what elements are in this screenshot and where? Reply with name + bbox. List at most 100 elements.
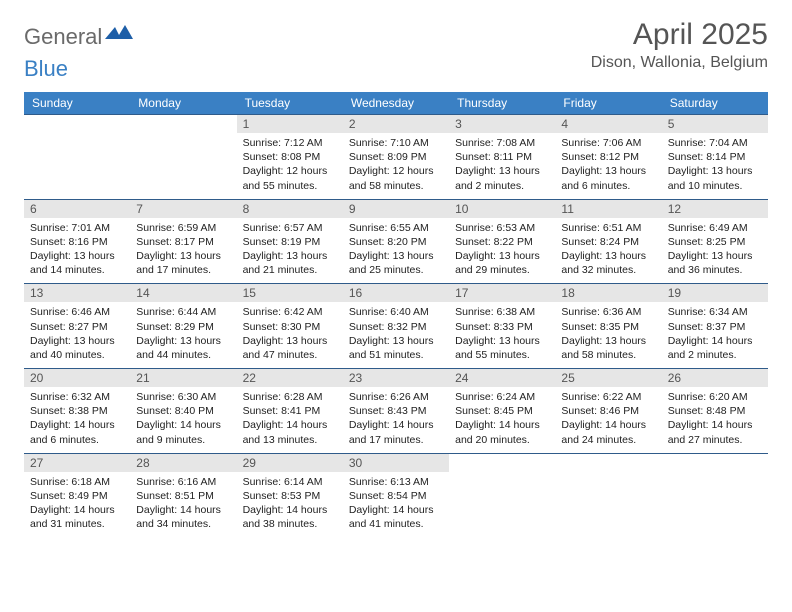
calendar-day-cell: 2Sunrise: 7:10 AMSunset: 8:09 PMDaylight… [343,115,449,199]
day-number: 14 [130,284,236,302]
sunset-text: Sunset: 8:29 PM [136,320,230,334]
day-number: 24 [449,369,555,387]
sunrise-text: Sunrise: 6:38 AM [455,305,549,319]
sunset-text: Sunset: 8:51 PM [136,489,230,503]
calendar-week-row: 20Sunrise: 6:32 AMSunset: 8:38 PMDayligh… [24,368,768,453]
daylight-text: Daylight: 14 hours and 6 minutes. [30,418,124,446]
day-number: 12 [662,200,768,218]
logo-wave-icon [105,25,133,48]
day-number: 15 [237,284,343,302]
calendar-day-cell [555,454,661,538]
daylight-text: Daylight: 14 hours and 20 minutes. [455,418,549,446]
daylight-text: Daylight: 14 hours and 17 minutes. [349,418,443,446]
day-number: 10 [449,200,555,218]
daylight-text: Daylight: 14 hours and 34 minutes. [136,503,230,531]
day-details: Sunrise: 6:57 AMSunset: 8:19 PMDaylight:… [237,218,343,284]
day-details: Sunrise: 6:22 AMSunset: 8:46 PMDaylight:… [555,387,661,453]
calendar-day-cell: 10Sunrise: 6:53 AMSunset: 8:22 PMDayligh… [449,200,555,284]
day-details: Sunrise: 6:26 AMSunset: 8:43 PMDaylight:… [343,387,449,453]
day-number: 20 [24,369,130,387]
sunrise-text: Sunrise: 6:16 AM [136,475,230,489]
sunset-text: Sunset: 8:12 PM [561,150,655,164]
day-number: 29 [237,454,343,472]
day-details: Sunrise: 6:20 AMSunset: 8:48 PMDaylight:… [662,387,768,453]
calendar-day-cell [662,454,768,538]
calendar-day-cell: 16Sunrise: 6:40 AMSunset: 8:32 PMDayligh… [343,284,449,368]
sunset-text: Sunset: 8:33 PM [455,320,549,334]
day-details: Sunrise: 6:44 AMSunset: 8:29 PMDaylight:… [130,302,236,368]
day-number: 30 [343,454,449,472]
calendar-day-cell: 30Sunrise: 6:13 AMSunset: 8:54 PMDayligh… [343,454,449,538]
sunrise-text: Sunrise: 6:13 AM [349,475,443,489]
daylight-text: Daylight: 12 hours and 58 minutes. [349,164,443,192]
sunrise-text: Sunrise: 7:12 AM [243,136,337,150]
calendar-day-cell: 17Sunrise: 6:38 AMSunset: 8:33 PMDayligh… [449,284,555,368]
sunrise-text: Sunrise: 6:53 AM [455,221,549,235]
calendar-day-cell: 3Sunrise: 7:08 AMSunset: 8:11 PMDaylight… [449,115,555,199]
sunset-text: Sunset: 8:41 PM [243,404,337,418]
day-details: Sunrise: 6:55 AMSunset: 8:20 PMDaylight:… [343,218,449,284]
calendar-day-cell [449,454,555,538]
sunrise-text: Sunrise: 6:24 AM [455,390,549,404]
day-details: Sunrise: 6:28 AMSunset: 8:41 PMDaylight:… [237,387,343,453]
day-details: Sunrise: 6:24 AMSunset: 8:45 PMDaylight:… [449,387,555,453]
sunset-text: Sunset: 8:48 PM [668,404,762,418]
sunrise-text: Sunrise: 6:44 AM [136,305,230,319]
sunrise-text: Sunrise: 6:49 AM [668,221,762,235]
day-details: Sunrise: 6:40 AMSunset: 8:32 PMDaylight:… [343,302,449,368]
day-header: Saturday [662,92,768,114]
sunrise-text: Sunrise: 6:46 AM [30,305,124,319]
daylight-text: Daylight: 13 hours and 10 minutes. [668,164,762,192]
day-header: Sunday [24,92,130,114]
sunset-text: Sunset: 8:14 PM [668,150,762,164]
day-number: 8 [237,200,343,218]
location-subtitle: Dison, Wallonia, Belgium [591,54,768,72]
day-number: 9 [343,200,449,218]
calendar-day-cell: 22Sunrise: 6:28 AMSunset: 8:41 PMDayligh… [237,369,343,453]
sunrise-text: Sunrise: 6:34 AM [668,305,762,319]
calendar-page: General April 2025 Dison, Wallonia, Belg… [0,0,792,555]
day-details: Sunrise: 7:06 AMSunset: 8:12 PMDaylight:… [555,133,661,199]
sunrise-text: Sunrise: 7:01 AM [30,221,124,235]
calendar-day-cell: 1Sunrise: 7:12 AMSunset: 8:08 PMDaylight… [237,115,343,199]
day-number: 23 [343,369,449,387]
sunrise-text: Sunrise: 6:40 AM [349,305,443,319]
day-details: Sunrise: 6:59 AMSunset: 8:17 PMDaylight:… [130,218,236,284]
sunset-text: Sunset: 8:22 PM [455,235,549,249]
sunset-text: Sunset: 8:24 PM [561,235,655,249]
day-number: 22 [237,369,343,387]
daylight-text: Daylight: 14 hours and 9 minutes. [136,418,230,446]
day-number: 3 [449,115,555,133]
sunrise-text: Sunrise: 7:04 AM [668,136,762,150]
sunset-text: Sunset: 8:27 PM [30,320,124,334]
sunset-text: Sunset: 8:45 PM [455,404,549,418]
day-number: 7 [130,200,236,218]
sunset-text: Sunset: 8:38 PM [30,404,124,418]
sunrise-text: Sunrise: 6:18 AM [30,475,124,489]
sunrise-text: Sunrise: 7:08 AM [455,136,549,150]
calendar-day-cell: 14Sunrise: 6:44 AMSunset: 8:29 PMDayligh… [130,284,236,368]
day-header: Monday [130,92,236,114]
sunrise-text: Sunrise: 6:20 AM [668,390,762,404]
daylight-text: Daylight: 13 hours and 21 minutes. [243,249,337,277]
calendar-grid: Sunday Monday Tuesday Wednesday Thursday… [24,92,768,537]
day-number: 26 [662,369,768,387]
calendar-day-cell: 11Sunrise: 6:51 AMSunset: 8:24 PMDayligh… [555,200,661,284]
sunset-text: Sunset: 8:08 PM [243,150,337,164]
logo: General [24,24,133,50]
calendar-day-cell: 25Sunrise: 6:22 AMSunset: 8:46 PMDayligh… [555,369,661,453]
calendar-day-cell: 28Sunrise: 6:16 AMSunset: 8:51 PMDayligh… [130,454,236,538]
calendar-week-row: 27Sunrise: 6:18 AMSunset: 8:49 PMDayligh… [24,453,768,538]
calendar-day-cell [130,115,236,199]
daylight-text: Daylight: 13 hours and 55 minutes. [455,334,549,362]
day-number: 11 [555,200,661,218]
day-details: Sunrise: 6:34 AMSunset: 8:37 PMDaylight:… [662,302,768,368]
daylight-text: Daylight: 14 hours and 13 minutes. [243,418,337,446]
day-details: Sunrise: 6:46 AMSunset: 8:27 PMDaylight:… [24,302,130,368]
day-details: Sunrise: 6:53 AMSunset: 8:22 PMDaylight:… [449,218,555,284]
day-details: Sunrise: 6:18 AMSunset: 8:49 PMDaylight:… [24,472,130,538]
logo-text-general: General [24,24,102,50]
sunrise-text: Sunrise: 6:14 AM [243,475,337,489]
day-details: Sunrise: 6:30 AMSunset: 8:40 PMDaylight:… [130,387,236,453]
calendar-day-cell: 12Sunrise: 6:49 AMSunset: 8:25 PMDayligh… [662,200,768,284]
